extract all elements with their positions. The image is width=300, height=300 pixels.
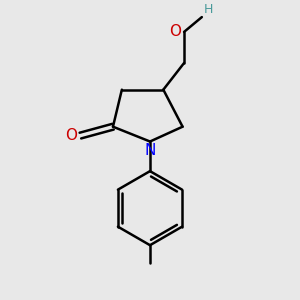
Text: N: N [144, 143, 156, 158]
Text: O: O [169, 24, 181, 39]
Text: H: H [203, 3, 213, 16]
Text: O: O [65, 128, 77, 143]
